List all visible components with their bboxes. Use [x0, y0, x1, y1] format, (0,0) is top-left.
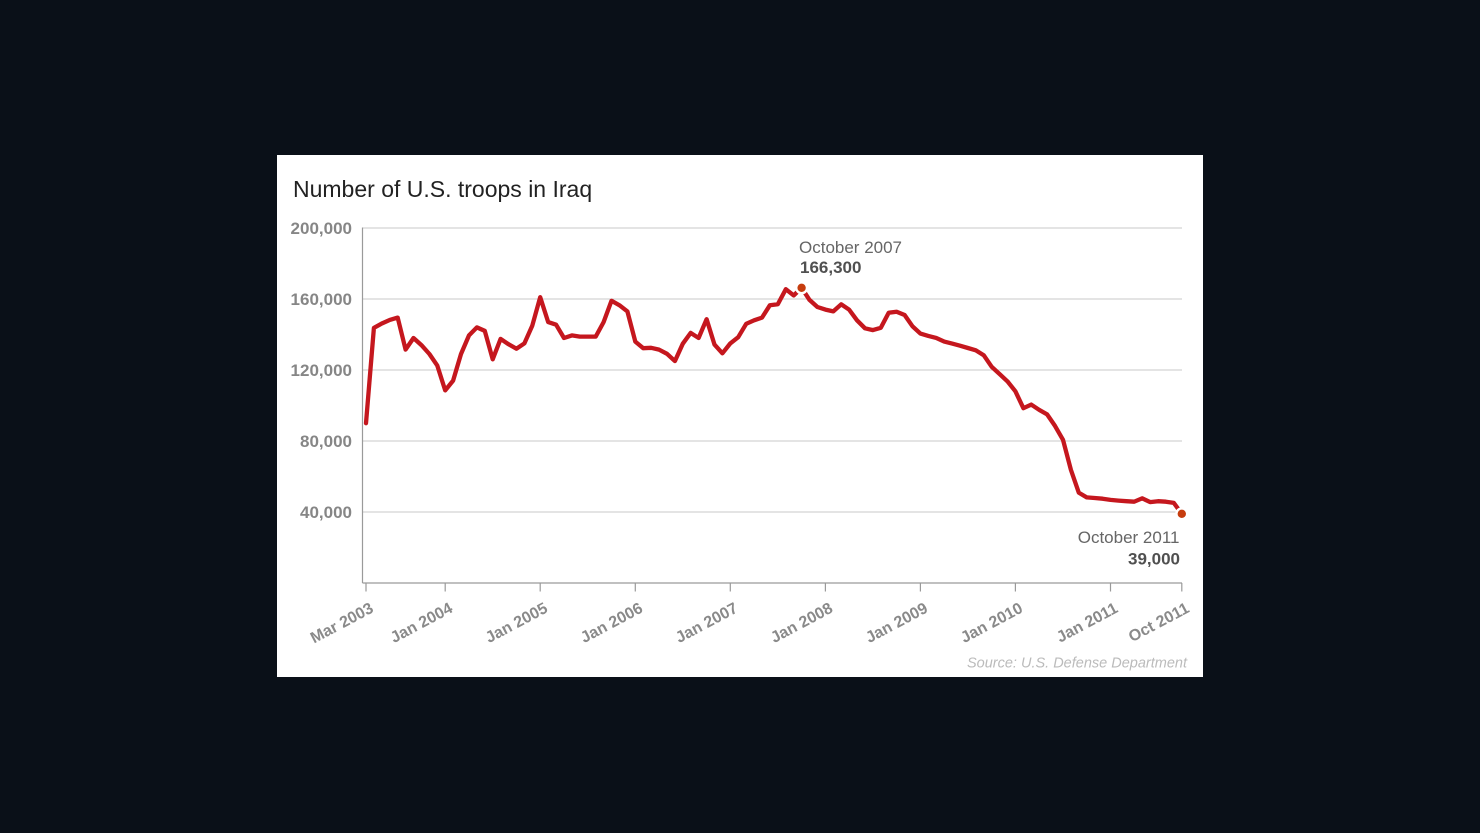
svg-text:October 2007: October 2007 — [799, 238, 902, 257]
svg-text:Oct 2011: Oct 2011 — [1126, 600, 1192, 646]
svg-text:Mar 2003: Mar 2003 — [308, 600, 377, 647]
svg-text:200,000: 200,000 — [291, 219, 352, 238]
svg-text:October 2011: October 2011 — [1078, 528, 1180, 547]
svg-text:Jan 2008: Jan 2008 — [768, 600, 836, 647]
svg-text:Jan 2007: Jan 2007 — [673, 600, 741, 647]
svg-text:Source: U.S. Defense Departmen: Source: U.S. Defense Department — [967, 656, 1188, 672]
svg-text:160,000: 160,000 — [291, 290, 352, 309]
svg-text:Jan 2004: Jan 2004 — [388, 600, 456, 647]
svg-text:Jan 2006: Jan 2006 — [578, 600, 646, 647]
svg-text:80,000: 80,000 — [300, 432, 352, 451]
svg-text:39,000: 39,000 — [1128, 550, 1180, 569]
svg-text:40,000: 40,000 — [300, 503, 352, 522]
svg-text:Jan 2005: Jan 2005 — [483, 600, 551, 647]
svg-text:Jan 2010: Jan 2010 — [958, 600, 1026, 647]
svg-text:Jan 2011: Jan 2011 — [1054, 600, 1121, 646]
svg-text:Number of U.S. troops in Iraq: Number of U.S. troops in Iraq — [293, 176, 592, 202]
svg-text:166,300: 166,300 — [800, 258, 861, 277]
svg-text:120,000: 120,000 — [291, 361, 352, 380]
svg-text:Jan 2009: Jan 2009 — [863, 600, 931, 647]
